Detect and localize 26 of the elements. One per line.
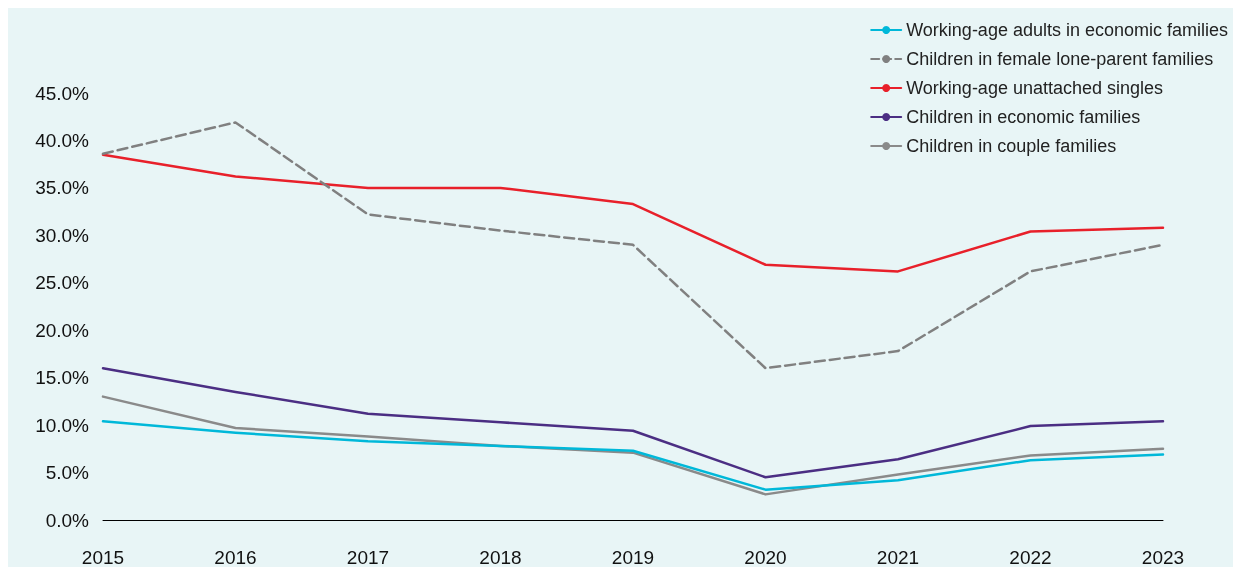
y-tick-label: 5.0%: [45, 462, 90, 484]
x-tick-label: 2021: [876, 547, 920, 568]
y-tick-label: 45.0%: [35, 82, 90, 104]
line-series: [101, 420, 1165, 491]
y-tick-label: 0.0%: [45, 509, 90, 531]
legend-label: Children in female lone-parent families: [906, 49, 1214, 69]
legend-label: Children in economic families: [906, 107, 1141, 127]
legend-label: Working-age unattached singles: [906, 78, 1164, 98]
x-tick-label: 2015: [81, 547, 125, 568]
x-tick-label: 2016: [214, 547, 257, 568]
y-tick-label: 25.0%: [35, 272, 90, 294]
y-tick-label: 15.0%: [35, 367, 90, 389]
legend-label: Children in couple families: [906, 136, 1117, 156]
x-tick-label: 2023: [1141, 547, 1185, 568]
y-tick-label: 40.0%: [35, 129, 90, 151]
x-tick-label: 2017: [346, 547, 390, 568]
y-tick-label: 35.0%: [35, 177, 90, 199]
line-series: [101, 366, 1165, 479]
y-tick-label: 30.0%: [35, 224, 90, 246]
y-tick-label: 20.0%: [35, 319, 90, 341]
x-tick-label: 2019: [611, 547, 655, 568]
x-tick-label: 2020: [744, 547, 787, 568]
y-tick-label: 10.0%: [35, 414, 90, 436]
x-tick-label: 2022: [1009, 547, 1052, 568]
x-tick-label: 2018: [479, 547, 522, 568]
legend-label: Working-age adults in economic families: [906, 20, 1228, 40]
